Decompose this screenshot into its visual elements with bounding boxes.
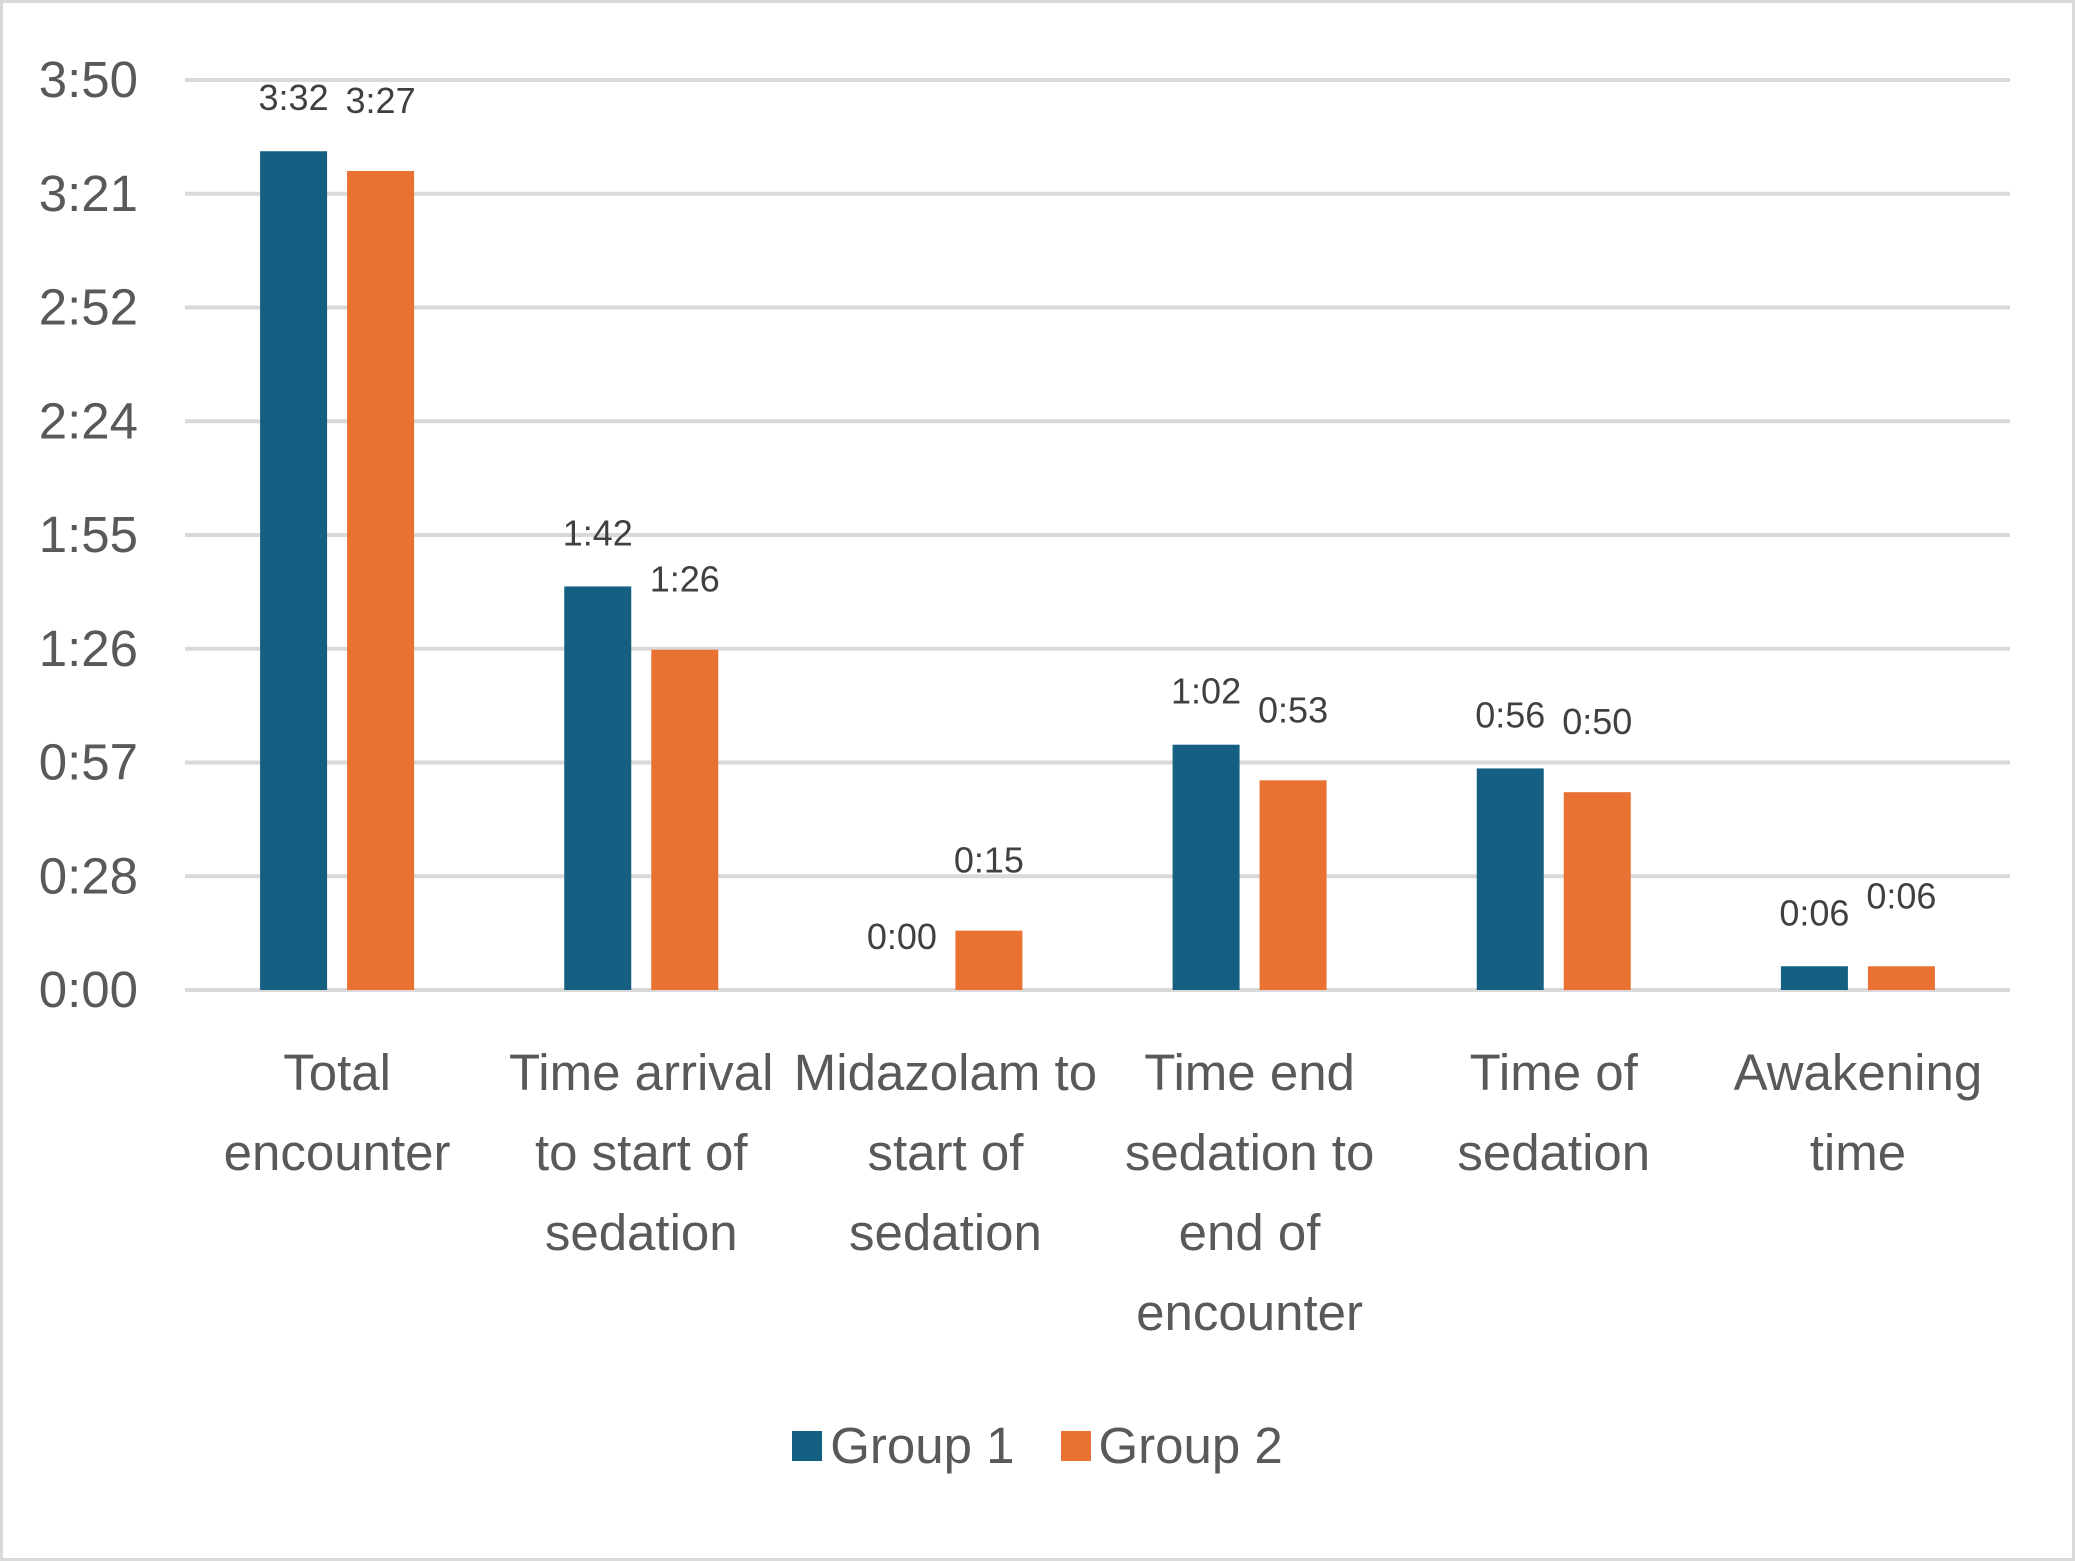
category-label: encounter — [224, 1124, 451, 1181]
legend: Group 1 Group 2 — [0, 1420, 2075, 1471]
bar-group-2 — [1563, 792, 1631, 990]
x-axis-categories: Total encounter Time arrival to start of sed… — [224, 1044, 1983, 1341]
bar-group-2 — [651, 649, 719, 990]
y-tick-label: 0:28 — [39, 847, 138, 904]
y-tick-label: 0:57 — [39, 734, 138, 791]
data-label: 0:50 — [1562, 701, 1632, 742]
data-label: 0:56 — [1475, 694, 1545, 735]
category-label: Awakening — [1734, 1044, 1983, 1101]
data-label: 3:32 — [259, 77, 329, 118]
bar-group-1 — [1780, 966, 1848, 990]
category-label: to start of — [535, 1124, 748, 1181]
legend-item-group-2: Group 2 — [1060, 1417, 1283, 1474]
legend-item-group-1: Group 1 — [792, 1417, 1015, 1474]
data-label: 0:06 — [1866, 875, 1936, 916]
bars — [260, 151, 1935, 990]
data-label: 1:02 — [1171, 671, 1241, 712]
data-label: 0:15 — [954, 840, 1024, 881]
y-tick-label: 1:55 — [39, 506, 138, 563]
category-label: Midazolam to — [794, 1044, 1097, 1101]
category-label: sedation to — [1125, 1124, 1375, 1181]
gridlines — [185, 78, 2010, 992]
y-axis-ticks: 0:00 0:28 0:57 1:26 1:55 2:24 2:52 3:21 3:50 — [39, 51, 138, 1018]
bar-group-1 — [564, 586, 632, 990]
category-label: Time arrival — [509, 1044, 773, 1101]
data-labels: 3:32 3:27 1:42 1:26 0:00 0:15 1:02 0:53 0:56 0:50… — [259, 77, 1937, 957]
y-tick-label: 3:21 — [39, 165, 138, 222]
data-label: 0:00 — [867, 916, 937, 957]
bar-group-1 — [1476, 768, 1544, 990]
y-tick-label: 1:26 — [39, 620, 138, 677]
legend-label-group-1: Group 1 — [830, 1417, 1015, 1474]
bar-group-1 — [260, 151, 328, 990]
legend-label-group-2: Group 2 — [1098, 1417, 1283, 1474]
category-label: encounter — [1136, 1284, 1363, 1341]
legend-swatch-group-1 — [792, 1430, 823, 1461]
data-label: 3:27 — [346, 80, 416, 121]
y-tick-label: 2:52 — [39, 279, 138, 336]
bar-group-2 — [955, 930, 1023, 990]
bar-group-2 — [347, 171, 415, 990]
y-tick-label: 3:50 — [39, 51, 138, 108]
category-label: time — [1810, 1124, 1906, 1181]
data-label: 1:26 — [650, 559, 720, 600]
category-label: end of — [1179, 1204, 1322, 1261]
category-label: Time of — [1470, 1044, 1639, 1101]
bar-group-2 — [1867, 966, 1935, 990]
data-label: 0:06 — [1779, 892, 1849, 933]
data-label: 1:42 — [563, 512, 633, 553]
category-label: sedation — [1457, 1124, 1650, 1181]
category-label: sedation — [849, 1204, 1042, 1261]
bar-group-1 — [1172, 744, 1240, 990]
data-label: 0:53 — [1258, 689, 1328, 730]
y-tick-label: 2:24 — [39, 392, 138, 449]
bar-group-2 — [1259, 780, 1327, 990]
legend-swatch-group-2 — [1060, 1430, 1091, 1461]
category-label: start of — [867, 1124, 1024, 1181]
category-label: sedation — [545, 1204, 738, 1261]
category-label: Time end — [1144, 1044, 1355, 1101]
category-label: Total — [283, 1044, 391, 1101]
y-tick-label: 0:00 — [39, 961, 138, 1018]
